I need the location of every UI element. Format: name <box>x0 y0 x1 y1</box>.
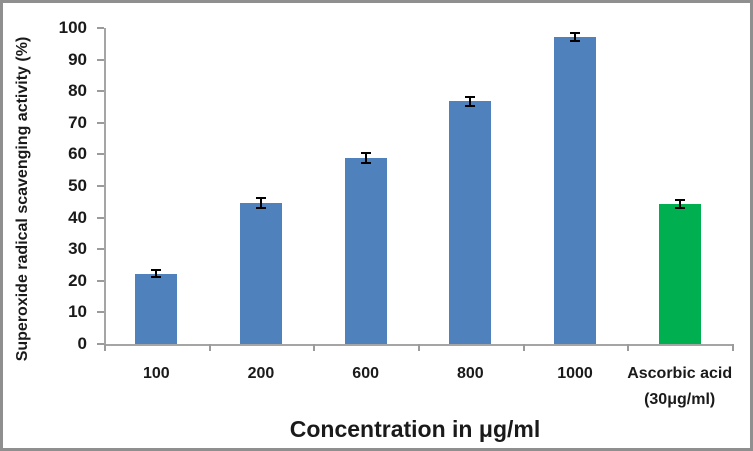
y-tick-label: 50 <box>68 176 87 195</box>
y-tick-mark <box>97 90 104 93</box>
x-axis-title: Concentration in μg/ml <box>289 416 541 442</box>
error-bar-line <box>155 270 158 277</box>
error-bar-cap <box>570 32 580 35</box>
y-tick-mark <box>97 185 104 187</box>
y-axis-line <box>104 28 106 344</box>
y-tick-label: 30 <box>68 239 87 259</box>
y-tick-label: 10 <box>68 302 87 322</box>
error-bar-cap <box>360 152 371 155</box>
y-tick-mark <box>97 216 104 219</box>
y-tick-label: 80 <box>68 81 87 101</box>
error-bar-cap <box>151 275 162 278</box>
bar <box>135 273 178 344</box>
y-tick-label: 0 <box>77 334 87 353</box>
error-bar-cap <box>151 269 162 272</box>
y-tick-mark <box>97 343 104 345</box>
error-bar-cap <box>465 95 476 98</box>
y-tick-mark <box>97 121 104 124</box>
error-bar-cap <box>465 105 476 108</box>
error-bar-cap <box>256 197 266 200</box>
error-bar-line <box>469 96 472 107</box>
x-tick-mark <box>208 344 211 351</box>
x-category-label: 800 <box>456 365 484 382</box>
bar <box>449 101 492 344</box>
bar <box>240 203 282 344</box>
x-tick-mark <box>627 344 630 351</box>
x-tick-mark <box>104 344 106 351</box>
plot-area: 0 10 20 30 40 50 60 70 80 90 100 100 200 600 800 1000 As… <box>3 3 750 448</box>
y-tick-mark <box>97 248 104 251</box>
y-tick-label: 90 <box>68 49 87 69</box>
error-bar-cap <box>674 206 685 209</box>
x-tick-mark <box>732 344 734 351</box>
error-bar-cap <box>674 199 685 202</box>
y-tick-mark <box>97 311 104 314</box>
x-tick-mark <box>418 344 420 351</box>
y-tick-label: 20 <box>68 270 87 290</box>
error-bar-cap <box>570 40 580 43</box>
bar <box>554 37 596 344</box>
y-tick-mark <box>97 58 104 61</box>
error-bar-cap <box>360 161 371 164</box>
error-bar-line <box>574 33 576 42</box>
error-bar-line <box>364 153 367 163</box>
bar <box>344 157 387 344</box>
error-bar-line <box>678 200 681 208</box>
y-tick-label: 70 <box>68 112 87 132</box>
x-tick-mark <box>313 344 316 351</box>
y-tick-mark <box>97 27 104 29</box>
x-category-label: Ascorbic acid (30μg/ml) <box>627 365 733 408</box>
error-bar-cap <box>256 206 266 209</box>
y-tick-mark <box>97 279 104 282</box>
y-tick-label: 40 <box>68 207 87 227</box>
x-category-label: 200 <box>247 365 275 382</box>
x-category-label: 1000 <box>557 365 593 382</box>
y-tick-label: 100 <box>58 18 87 37</box>
y-tick-mark <box>97 153 104 156</box>
y-tick-label: 60 <box>68 144 87 164</box>
x-category-label: 600 <box>352 365 379 382</box>
bar <box>658 204 701 344</box>
x-category-label: 100 <box>142 365 170 382</box>
error-bar-line <box>260 198 262 208</box>
x-tick-mark <box>522 344 525 351</box>
